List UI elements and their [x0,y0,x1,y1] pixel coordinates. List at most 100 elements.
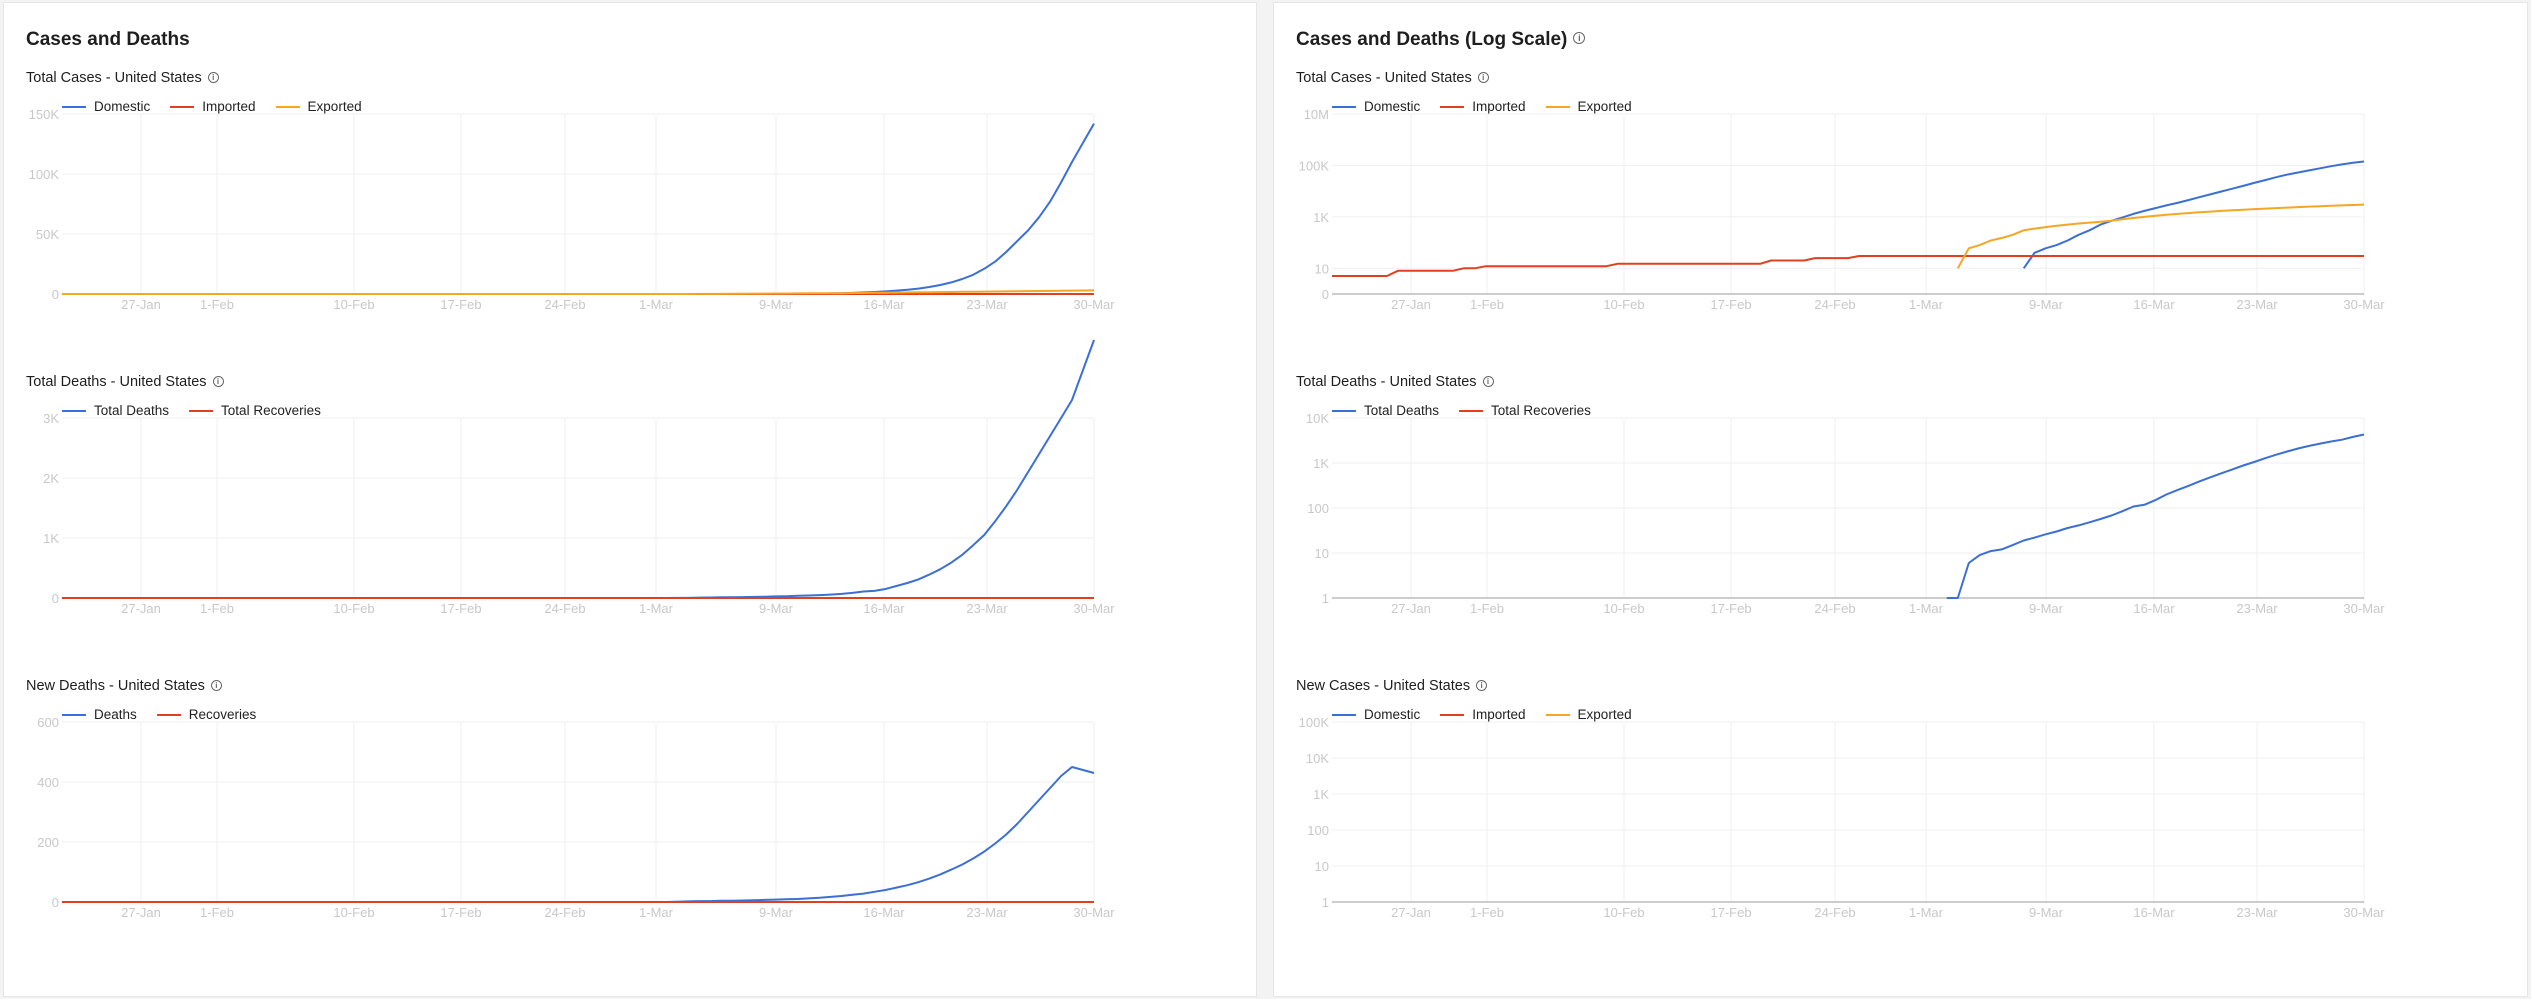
chart-new-deaths: New Deaths - United States i Deaths Recover… [4,678,1258,978]
x-tick-label: 1-Feb [200,905,234,920]
legend-item[interactable]: Imported [1440,707,1526,722]
legend-item[interactable]: Domestic [1332,99,1420,114]
legend-item[interactable]: Exported [1545,99,1632,114]
x-tick-label: 27-Jan [121,297,161,312]
y-tick-label: 400 [37,775,59,790]
info-icon[interactable]: i [212,375,224,387]
legend-item[interactable]: Total Recoveries [1459,403,1591,418]
legend-item[interactable]: Domestic [62,99,150,114]
chart-legend: Domestic Imported Exported [1332,99,1632,114]
y-tick-label: 1 [1322,591,1329,606]
x-tick-label: 16-Mar [2133,905,2175,920]
panel-title: Cases and Deaths (Log Scale) i [1296,29,1586,51]
y-tick-label: 10 [1315,546,1329,561]
x-tick-label: 1-Mar [1909,601,1944,616]
y-tick-label: 10K [1306,411,1329,426]
y-tick-label: 1K [1313,210,1329,225]
y-tick-label: 100K [29,167,60,182]
x-tick-label: 9-Mar [2029,905,2064,920]
legend-swatch [62,105,86,108]
legend-swatch [1332,105,1356,108]
chart-svg: 1 10 100 1K 10K 100K 27-Jan 1-Feb 10-Feb 17-Feb 24… [1299,715,2386,920]
info-icon[interactable]: i [1573,31,1586,44]
y-tick-label: 2K [43,471,59,486]
legend-item[interactable]: Total Recoveries [189,403,321,418]
legend-swatch [1440,105,1465,108]
legend-item[interactable]: Exported [1545,707,1632,722]
legend-label: Total Deaths [1364,403,1440,418]
y-tick-label: 200 [37,835,59,850]
y-tick-label: 1K [1313,787,1329,802]
x-tick-label: 17-Feb [1710,905,1751,920]
x-tick-label: 23-Mar [2236,297,2278,312]
chart-title: Total Deaths - United States i [26,374,224,390]
legend-label: Exported [1577,707,1632,722]
x-tick-label: 17-Feb [440,905,481,920]
x-tick-label: 9-Mar [759,601,794,616]
y-tick-label: 10M [1304,107,1329,122]
chart-new-cases-log: New Cases - United States i Domestic Import… [1274,678,2528,978]
x-tick-label: 9-Mar [2029,601,2064,616]
legend-item[interactable]: Deaths [62,707,137,722]
x-tick-label: 24-Feb [544,601,585,616]
chart-title: New Cases - United States i [1296,678,1488,694]
legend-swatch [1332,409,1356,412]
y-tick-label: 50K [36,227,59,242]
legend-swatch [1440,713,1465,716]
legend-item[interactable]: Total Deaths [62,403,169,418]
chart-legend: Domestic Imported Exported [62,99,362,114]
legend-swatch [1459,409,1484,412]
x-tick-label: 30-Mar [1073,905,1115,920]
x-tick-label: 1-Mar [639,601,674,616]
legend-item[interactable]: Domestic [1332,707,1420,722]
legend-label: Domestic [1364,707,1421,722]
x-tick-label: 1-Feb [200,297,234,312]
chart-total-deaths: Total Deaths - United States i Total Death… [4,339,1258,674]
legend-item[interactable]: Imported [170,99,256,114]
info-icon[interactable]: i [1482,375,1494,387]
x-tick-label: 23-Mar [966,601,1008,616]
legend-item[interactable]: Exported [275,99,362,114]
x-tick-label: 27-Jan [121,905,161,920]
x-tick-label: 10-Feb [333,297,374,312]
x-tick-label: 17-Feb [440,601,481,616]
legend-item[interactable]: Imported [1440,99,1526,114]
x-tick-label: 24-Feb [544,297,585,312]
info-icon[interactable]: i [1476,679,1488,691]
info-icon[interactable]: i [1477,71,1489,83]
x-tick-label: 30-Mar [2343,297,2385,312]
chart-svg: 1 10 100 1K 10K 27-Jan 1-Feb 10-Feb 17-Feb 24-Feb… [1306,411,2385,616]
chart-svg: 0 10 1K 100K 10M 27-Jan 1-Feb 10-Feb 17-Feb 24-Fe… [1299,107,2386,312]
x-tick-label: 30-Mar [1073,601,1115,616]
x-tick-label: 1-Mar [1909,905,1944,920]
legend-swatch [170,105,195,108]
x-tick-label: 17-Feb [440,297,481,312]
info-icon[interactable]: i [207,71,219,83]
info-icon[interactable]: i [210,679,222,691]
x-tick-label: 9-Mar [759,905,794,920]
chart-legend: Deaths Recoveries [62,707,256,722]
x-tick-label: 16-Mar [2133,297,2175,312]
panel-cases-and-deaths-log: Cases and Deaths (Log Scale) i Total Case… [1273,2,2528,997]
legend-label: Imported [1472,707,1526,722]
x-tick-label: 24-Feb [1814,905,1855,920]
x-tick-label: 16-Mar [863,905,905,920]
chart-total-cases-log: Total Cases - United States i Domestic Impo… [1274,70,2528,370]
x-tick-label: 30-Mar [2343,905,2385,920]
x-tick-label: 24-Feb [1814,297,1855,312]
legend-label: Exported [1577,99,1632,114]
chart-legend: Total Deaths Total Recoveries [1332,403,1591,418]
x-tick-label: 10-Feb [1603,601,1644,616]
x-tick-label: 1-Feb [1470,601,1504,616]
legend-item[interactable]: Recoveries [156,707,256,722]
legend-item[interactable]: Total Deaths [1332,403,1439,418]
legend-label: Total Recoveries [221,403,321,418]
x-tick-label: 1-Mar [639,905,674,920]
y-tick-label: 1K [43,531,59,546]
legend-swatch [1332,713,1356,716]
y-tick-label: 10K [1306,751,1329,766]
panel-title: Cases and Deaths [26,29,190,50]
y-tick-label: 0 [52,287,59,302]
x-tick-label: 9-Mar [2029,297,2064,312]
x-tick-label: 23-Mar [2236,905,2278,920]
